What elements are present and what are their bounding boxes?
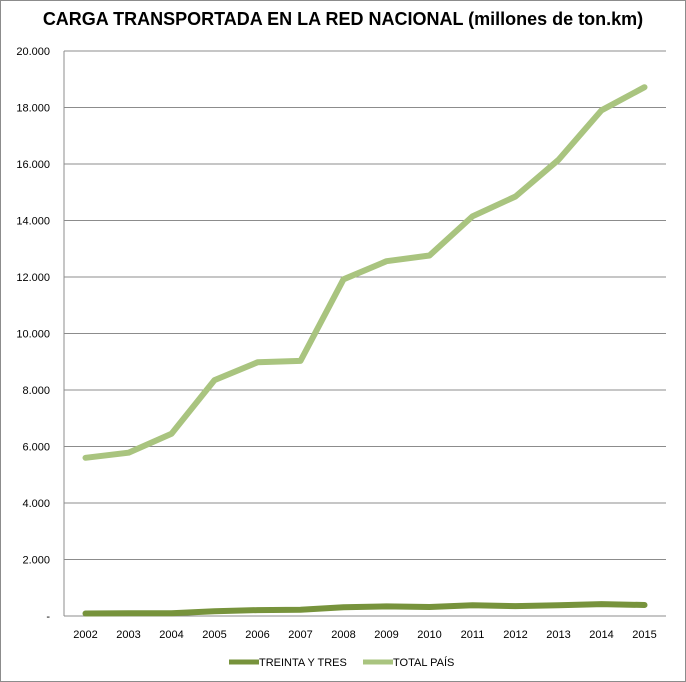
data-point bbox=[257, 609, 258, 611]
data-point bbox=[472, 604, 473, 606]
series-line-0 bbox=[82, 601, 648, 617]
x-tick-label: 2014 bbox=[589, 629, 613, 641]
chart-title: CARGA TRANSPORTADA EN LA RED NACIONAL (m… bbox=[42, 9, 644, 29]
data-point bbox=[214, 379, 215, 381]
x-tick-label: 2009 bbox=[374, 629, 398, 641]
data-point bbox=[214, 610, 215, 612]
y-tick-label: 8.000 bbox=[22, 385, 50, 397]
data-point bbox=[85, 457, 86, 459]
data-point bbox=[644, 86, 645, 88]
x-tick-label: 2005 bbox=[202, 629, 226, 641]
x-tick-label: 2003 bbox=[116, 629, 140, 641]
y-tick-label: 12.000 bbox=[16, 272, 50, 284]
data-point bbox=[472, 215, 473, 217]
x-tick-label: 2002 bbox=[73, 629, 97, 641]
data-point bbox=[171, 433, 172, 435]
data-point bbox=[85, 612, 86, 614]
data-point bbox=[343, 278, 344, 280]
x-tick-label: 2013 bbox=[546, 629, 570, 641]
data-point bbox=[558, 159, 559, 161]
y-tick-label: - bbox=[46, 611, 50, 623]
data-point bbox=[128, 612, 129, 614]
data-point bbox=[128, 452, 129, 454]
x-axis-ticks: 2002 2003 2004 2005 2006 2007 2008 2009 2010 2011… bbox=[73, 629, 656, 641]
y-tick-label: 4.000 bbox=[22, 498, 50, 510]
y-tick-label: 16.000 bbox=[16, 159, 50, 171]
data-point bbox=[601, 603, 602, 605]
x-tick-label: 2008 bbox=[331, 629, 355, 641]
data-point bbox=[300, 360, 301, 362]
data-point bbox=[300, 609, 301, 611]
y-axis-ticks: - 2.000 4.000 6.000 8.000 10.000 12.000 14.000 1… bbox=[16, 46, 50, 623]
data-point bbox=[429, 606, 430, 608]
y-tick-label: 20.000 bbox=[16, 46, 50, 58]
data-point bbox=[257, 361, 258, 363]
x-tick-label: 2010 bbox=[417, 629, 441, 641]
x-tick-label: 2012 bbox=[503, 629, 527, 641]
data-point bbox=[386, 605, 387, 607]
data-point bbox=[171, 612, 172, 614]
data-point bbox=[386, 260, 387, 262]
x-tick-label: 2004 bbox=[159, 629, 183, 641]
data-point bbox=[558, 604, 559, 606]
x-tick-label: 2011 bbox=[461, 629, 485, 641]
legend-label: TREINTA Y TRES bbox=[259, 657, 347, 669]
y-tick-label: 18.000 bbox=[16, 103, 50, 115]
series-line-1 bbox=[82, 84, 648, 461]
y-tick-label: 10.000 bbox=[16, 329, 50, 341]
data-point bbox=[515, 605, 516, 607]
data-point bbox=[429, 255, 430, 257]
x-tick-label: 2015 bbox=[632, 629, 656, 641]
data-point bbox=[644, 604, 645, 606]
data-point bbox=[601, 109, 602, 111]
legend: TREINTA Y TRES TOTAL PAÍS bbox=[229, 656, 454, 669]
y-tick-label: 6.000 bbox=[22, 442, 50, 454]
y-tick-label: 14.000 bbox=[16, 216, 50, 228]
legend-label: TOTAL PAÍS bbox=[393, 656, 454, 669]
x-tick-label: 2007 bbox=[288, 629, 312, 641]
series-lines bbox=[82, 84, 648, 617]
data-point bbox=[343, 606, 344, 608]
data-point bbox=[515, 195, 516, 197]
grid-lines bbox=[63, 50, 666, 617]
y-tick-label: 2.000 bbox=[22, 555, 50, 567]
x-tick-label: 2006 bbox=[245, 629, 269, 641]
